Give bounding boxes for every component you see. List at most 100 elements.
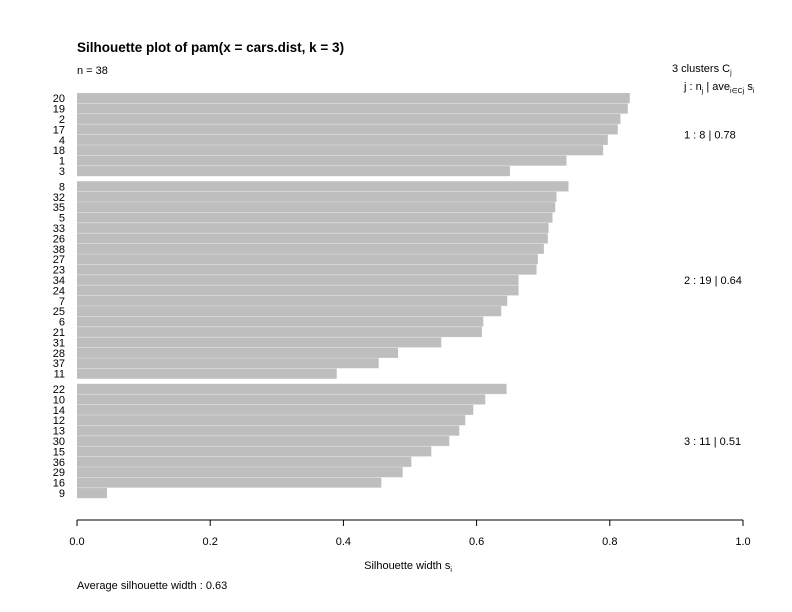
- observation-label: 31: [53, 337, 65, 349]
- legend-header: j : nj | avei∈Cj si: [683, 81, 755, 95]
- observation-label: 11: [54, 369, 65, 381]
- silhouette-bar: [77, 233, 548, 244]
- observation-label: 32: [53, 192, 65, 204]
- x-tick-label: 0.6: [469, 536, 484, 548]
- silhouette-bar: [77, 134, 608, 145]
- observation-label: 5: [59, 213, 65, 225]
- observation-label: 20: [53, 93, 65, 105]
- silhouette-bar: [77, 285, 519, 296]
- x-axis-label-text: Silhouette width s: [364, 560, 451, 572]
- x-tick-label: 0.8: [602, 536, 617, 548]
- n-label: n = 38: [77, 65, 108, 77]
- observation-label: 25: [53, 306, 65, 318]
- observation-label: 6: [59, 317, 65, 329]
- x-tick-label: 0.0: [69, 536, 84, 548]
- silhouette-bar: [77, 435, 450, 447]
- silhouette-bar: [77, 212, 553, 223]
- silhouette-bar: [77, 316, 484, 327]
- legend-ave-sub: i∈Cj: [730, 88, 745, 95]
- legend-j: j : n: [683, 81, 702, 93]
- observation-label: 34: [53, 275, 65, 287]
- silhouette-bar: [77, 254, 538, 265]
- silhouette-bar: [77, 124, 618, 135]
- observation-label: 28: [53, 348, 65, 360]
- silhouette-bar: [77, 383, 507, 395]
- observation-label: 10: [53, 394, 65, 406]
- silhouette-bar: [77, 113, 621, 125]
- observation-label: 7: [59, 296, 65, 308]
- silhouette-bar: [77, 306, 502, 317]
- silhouette-bar: [77, 93, 630, 104]
- clusters-header: 3 clusters Cj: [672, 63, 732, 77]
- legend-ave: | ave: [703, 81, 730, 93]
- cluster-summary-1: 1 : 8 | 0.78: [684, 130, 736, 142]
- silhouette-bar: [77, 191, 557, 202]
- legend-s: s: [744, 81, 753, 93]
- observation-label: 9: [59, 488, 65, 500]
- observation-label: 12: [53, 415, 65, 427]
- observation-label: 37: [53, 358, 65, 370]
- observation-label: 19: [53, 104, 65, 116]
- observation-label: 30: [53, 436, 65, 448]
- silhouette-bar: [77, 337, 442, 348]
- silhouette-bar: [77, 456, 412, 467]
- chart-title: Silhouette plot of pam(x = cars.dist, k …: [77, 40, 344, 55]
- observation-label: 21: [53, 327, 65, 339]
- silhouette-bar: [77, 404, 474, 415]
- silhouette-bar: [77, 295, 508, 306]
- average-silhouette-width: Average silhouette width : 0.63: [77, 580, 227, 592]
- observation-label: 17: [53, 124, 65, 136]
- observation-label: 27: [53, 254, 65, 266]
- silhouette-bar: [77, 347, 399, 358]
- observation-label: 16: [53, 478, 65, 490]
- legend-s-sub: i: [753, 88, 755, 95]
- bars-group: [77, 93, 630, 499]
- observation-label: 24: [53, 285, 65, 297]
- clusters-header-text: 3 clusters C: [672, 63, 730, 75]
- observation-label: 35: [53, 202, 65, 214]
- silhouette-bar: [77, 145, 604, 156]
- x-axis: 0.0 0.2 0.4 0.6 0.8 1.0: [69, 519, 751, 548]
- silhouette-bar: [77, 467, 403, 478]
- observation-label: 1: [59, 156, 65, 168]
- observation-label: 22: [53, 384, 65, 396]
- observation-label: 4: [59, 135, 65, 147]
- legend-n-sub: j: [701, 88, 704, 95]
- silhouette-bar: [77, 165, 510, 177]
- observation-label: 23: [53, 265, 65, 277]
- silhouette-bar: [77, 155, 567, 166]
- row-labels-group: 2019217418138323553326382723342472562131…: [53, 93, 65, 500]
- observation-label: 3: [59, 166, 65, 178]
- x-axis-label: Silhouette width si: [364, 560, 452, 574]
- observation-label: 14: [53, 405, 65, 417]
- silhouette-bar: [77, 274, 519, 286]
- observation-label: 2: [59, 114, 65, 126]
- silhouette-bar: [77, 487, 107, 499]
- x-tick-label: 0.2: [203, 536, 218, 548]
- silhouette-bar: [77, 264, 537, 275]
- observation-label: 33: [53, 223, 65, 235]
- silhouette-bar: [77, 181, 569, 192]
- silhouette-bar: [77, 358, 379, 369]
- silhouette-bar: [77, 477, 382, 488]
- observation-label: 18: [53, 145, 65, 157]
- x-tick-label: 0.4: [336, 536, 351, 548]
- cluster-summary-3: 3 : 11 | 0.51: [684, 436, 741, 448]
- silhouette-bar: [77, 222, 549, 234]
- silhouette-bar: [77, 394, 486, 405]
- observation-label: 8: [59, 181, 65, 193]
- silhouette-bar: [77, 425, 460, 436]
- observation-label: 38: [53, 244, 65, 256]
- observation-label: 26: [53, 233, 65, 245]
- x-axis-label-sub: i: [450, 567, 452, 574]
- observation-label: 29: [53, 467, 65, 479]
- observation-label: 15: [53, 446, 65, 458]
- silhouette-bar: [77, 368, 337, 379]
- silhouette-bar: [77, 103, 628, 114]
- cluster-summaries-group: 1 : 8 | 0.78 2 : 19 | 0.64 3 : 11 | 0.51: [684, 130, 742, 448]
- silhouette-bar: [77, 415, 466, 426]
- silhouette-bar: [77, 326, 482, 338]
- silhouette-bar: [77, 446, 432, 457]
- observation-label: 36: [53, 457, 65, 469]
